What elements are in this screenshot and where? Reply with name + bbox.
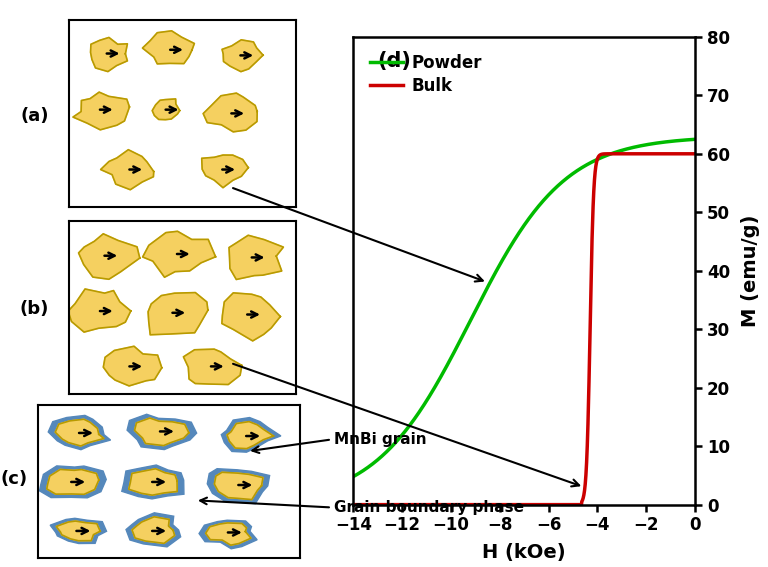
- Powder: [615, 147, 624, 154]
- Text: Grain boundary phase: Grain boundary phase: [334, 500, 524, 515]
- X-axis label: H (kOe): H (kOe): [482, 543, 566, 562]
- Powder: [584, 160, 593, 167]
- Polygon shape: [129, 469, 177, 495]
- Bulk: [650, 150, 659, 157]
- Powder: [349, 473, 358, 480]
- Polygon shape: [227, 422, 273, 448]
- Polygon shape: [143, 231, 216, 277]
- Polygon shape: [184, 349, 242, 384]
- Polygon shape: [142, 31, 194, 64]
- Polygon shape: [127, 414, 197, 450]
- Polygon shape: [104, 346, 162, 386]
- Text: (a): (a): [20, 107, 49, 125]
- Polygon shape: [68, 289, 131, 332]
- Polygon shape: [206, 523, 251, 545]
- Polygon shape: [78, 234, 140, 279]
- Bulk: [584, 421, 593, 428]
- Powder: [487, 277, 496, 284]
- Polygon shape: [39, 466, 106, 498]
- Polygon shape: [199, 520, 257, 549]
- Bulk: [349, 501, 358, 508]
- Powder: [383, 447, 392, 454]
- Bulk: [383, 501, 392, 508]
- Polygon shape: [47, 469, 99, 494]
- Polygon shape: [122, 465, 184, 499]
- Polygon shape: [207, 469, 270, 503]
- Line: Bulk: Bulk: [353, 154, 695, 505]
- Polygon shape: [229, 235, 283, 280]
- Bulk: [499, 501, 508, 508]
- Polygon shape: [73, 92, 130, 130]
- Bulk: [621, 150, 631, 157]
- Text: (b): (b): [20, 300, 49, 318]
- Polygon shape: [48, 416, 111, 450]
- Polygon shape: [202, 155, 248, 188]
- Polygon shape: [214, 472, 263, 500]
- Bulk: [615, 150, 624, 157]
- Polygon shape: [132, 517, 174, 543]
- Y-axis label: M (emu/g): M (emu/g): [741, 214, 760, 327]
- Polygon shape: [56, 521, 100, 541]
- Polygon shape: [91, 37, 127, 71]
- Bulk: [487, 501, 496, 508]
- Powder: [621, 146, 631, 153]
- Polygon shape: [101, 150, 154, 190]
- Powder: [499, 254, 508, 261]
- Text: MnBi grain: MnBi grain: [334, 432, 427, 447]
- Polygon shape: [152, 99, 180, 120]
- Polygon shape: [134, 418, 189, 446]
- Text: (d): (d): [377, 51, 411, 71]
- Polygon shape: [126, 513, 180, 547]
- Text: (c): (c): [0, 470, 28, 488]
- Polygon shape: [222, 40, 263, 71]
- Legend: Powder, Bulk: Powder, Bulk: [362, 45, 491, 103]
- Bulk: [690, 150, 700, 157]
- Polygon shape: [204, 93, 257, 132]
- Line: Powder: Powder: [353, 139, 695, 477]
- Polygon shape: [221, 417, 281, 452]
- Powder: [690, 136, 700, 143]
- Polygon shape: [222, 293, 280, 341]
- Polygon shape: [148, 293, 208, 335]
- Polygon shape: [55, 419, 104, 446]
- Polygon shape: [50, 518, 107, 544]
